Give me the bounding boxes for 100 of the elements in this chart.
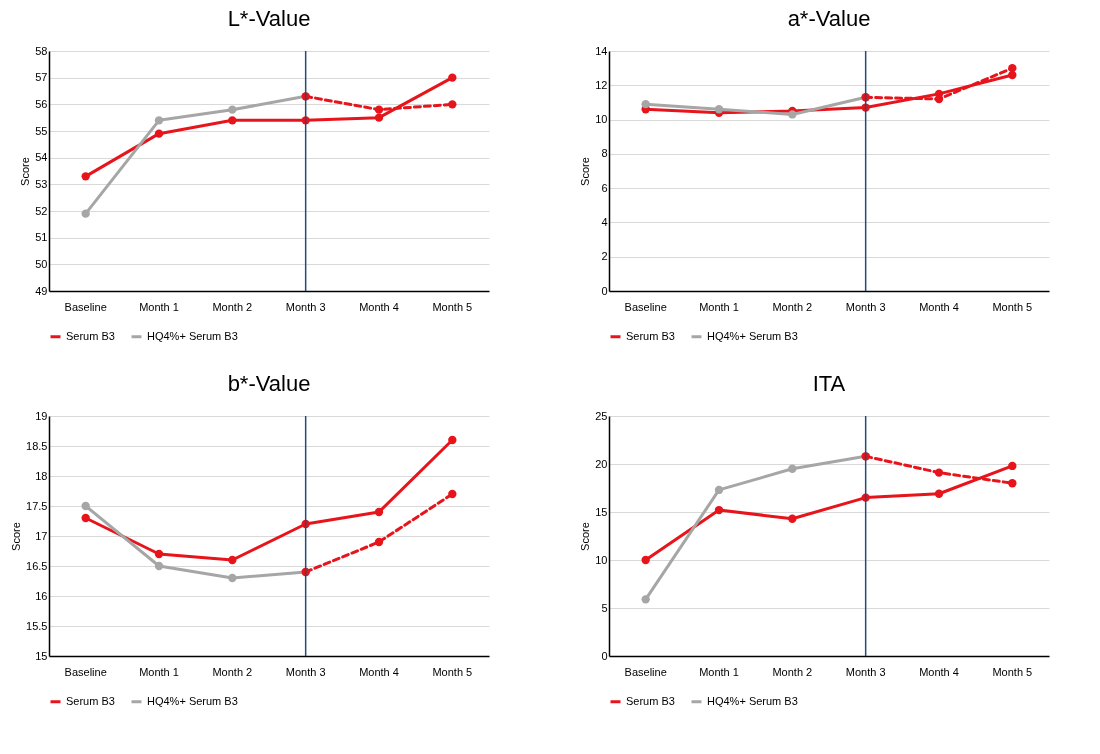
x-tick-label: Baseline [64,665,107,678]
chart-title: b*-Value [227,371,311,396]
point [154,116,164,125]
legend-label: HQ4%+ Serum B3 [147,694,238,707]
y-tick-label: 55 [35,124,48,137]
y-axis-title: Score [10,522,23,551]
x-tick-label: Month 1 [139,665,179,678]
point [154,561,164,571]
y-tick-label: 0 [601,649,608,662]
x-tick-label: Month 5 [992,665,1033,678]
y-tick-label: 19 [35,409,48,422]
point [228,573,237,583]
y-tick-label: 4 [601,215,608,228]
y-axis-title: Score [19,157,32,186]
point [448,100,457,109]
point [228,116,237,125]
y-tick-label: 57 [35,71,48,84]
y-tick-label: 10 [595,113,608,126]
chart-title: a*-Value [787,6,871,31]
x-tick-label: Month 3 [845,665,886,678]
legend-label: HQ4%+ Serum B3 [147,329,238,342]
y-tick-label: 5 [601,601,608,614]
x-tick-label: Month 5 [992,300,1033,313]
legend-label: Serum B3 [66,329,115,342]
x-tick-label: Month 1 [699,665,739,678]
point [1008,63,1017,73]
y-tick-label: 2 [601,250,608,263]
y-tick-label: 53 [35,177,48,190]
point [154,549,164,559]
y-tick-label: 14 [595,44,608,57]
point [714,505,724,515]
y-tick-label: 15.5 [26,619,48,632]
y-tick-label: 6 [601,181,608,194]
x-tick-label: Month 3 [285,300,326,313]
x-tick-label: Month 2 [212,665,253,678]
x-tick-label: Baseline [624,665,667,678]
x-tick-label: Month 2 [772,300,813,313]
point [154,129,164,138]
y-tick-label: 54 [35,151,48,164]
point [1008,461,1017,471]
point [448,435,457,445]
point [788,110,797,119]
x-tick-label: Month 2 [772,665,813,678]
point [788,464,797,473]
point [448,489,457,499]
point [81,501,90,511]
point [641,595,650,604]
legend-label: Serum B3 [626,329,675,342]
x-tick-label: Month 1 [699,300,739,313]
y-tick-label: 12 [595,78,608,91]
y-tick-label: 18 [35,469,48,482]
x-tick-label: Month 4 [919,300,959,313]
point [714,485,724,495]
point [374,537,384,547]
point [934,489,944,498]
y-tick-label: 15 [35,649,48,662]
legend-label: HQ4%+ Serum B3 [707,329,798,342]
point [1008,70,1017,80]
point [448,73,457,82]
y-tick-label: 49 [35,284,48,297]
y-tick-label: 25 [595,409,608,422]
chart-title: ITA [812,371,846,396]
y-tick-label: 10 [595,553,608,566]
y-tick-label: 56 [35,97,48,110]
x-tick-label: Month 4 [359,300,399,313]
point [641,99,650,109]
x-tick-label: Month 5 [432,665,473,678]
point [81,172,90,181]
legend-label: Serum B3 [66,694,115,707]
y-tick-label: 52 [35,204,48,217]
point [374,105,384,114]
x-tick-label: Month 3 [285,665,326,678]
point [228,105,237,114]
x-tick-label: Month 2 [212,300,253,313]
y-tick-label: 58 [35,44,48,57]
y-tick-label: 17.5 [26,499,48,512]
legend-label: HQ4%+ Serum B3 [707,694,798,707]
y-tick-label: 17 [35,529,48,542]
y-tick-label: 8 [601,147,608,160]
x-tick-label: Month 4 [359,665,399,678]
point [374,113,384,122]
y-tick-label: 51 [35,231,48,244]
x-tick-label: Month 4 [919,665,959,678]
y-tick-label: 20 [595,457,608,470]
point [1008,479,1017,488]
point [81,209,90,218]
chart-title: L*-Value [227,6,311,31]
y-tick-label: 18.5 [26,439,48,452]
x-tick-label: Month 3 [845,300,886,313]
point [228,555,237,565]
x-tick-label: Month 1 [139,300,179,313]
y-tick-label: 50 [35,257,48,270]
y-tick-label: 16.5 [26,559,48,572]
point [374,507,384,517]
y-axis-title: Score [579,157,592,186]
x-tick-label: Baseline [64,300,107,313]
legend-label: Serum B3 [626,694,675,707]
y-tick-label: 0 [601,284,608,297]
y-tick-label: 15 [595,505,608,518]
x-tick-label: Month 5 [432,300,473,313]
